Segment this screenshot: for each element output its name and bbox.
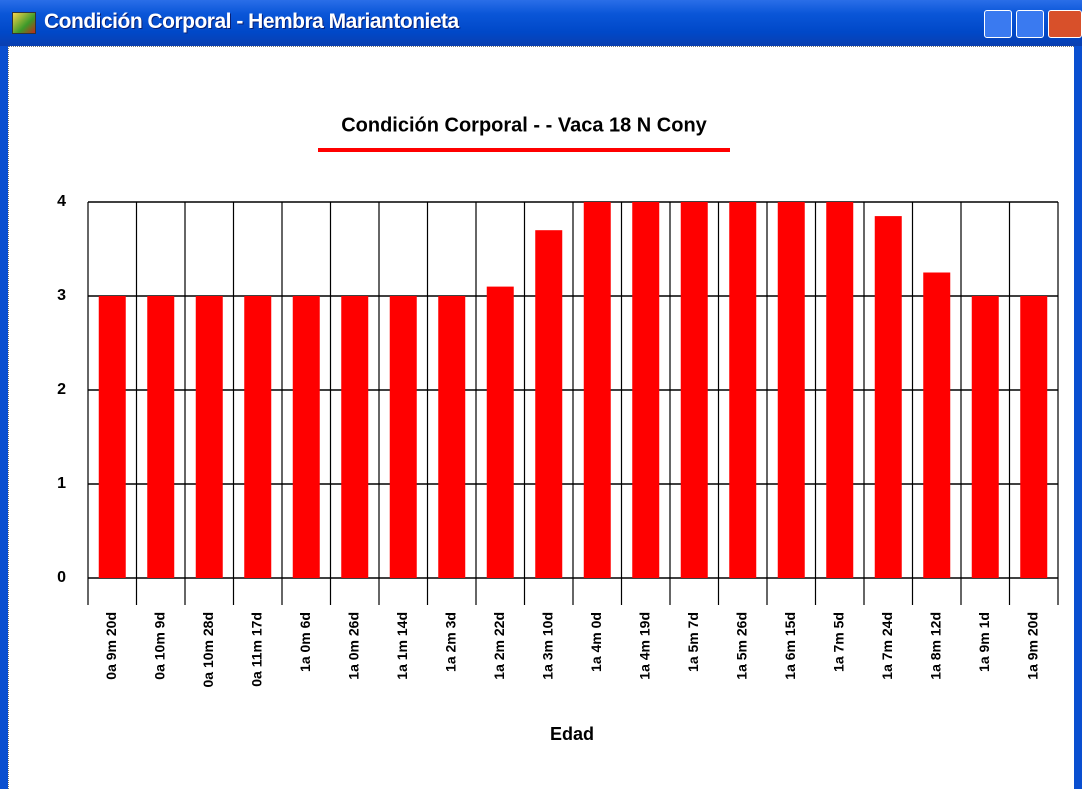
x-tick-label: 1a 2m 22d (491, 612, 507, 680)
window-icon (12, 12, 36, 34)
y-tick-label: 3 (57, 287, 66, 304)
y-tick-label: 0 (57, 569, 66, 586)
x-tick-label: 1a 1m 14d (394, 612, 410, 680)
x-axis-label: Edad (550, 724, 594, 744)
y-tick-label: 2 (57, 381, 66, 398)
x-tick-label: 1a 9m 20d (1024, 612, 1040, 680)
x-tick-label: 1a 9m 1d (976, 612, 992, 672)
x-tick-label: 1a 3m 10d (539, 612, 555, 680)
x-tick-label: 0a 10m 9d (151, 612, 167, 680)
window-title: Condición Corporal - Hembra Mariantoniet… (44, 10, 459, 33)
x-tick-label: 1a 6m 15d (782, 612, 798, 680)
bar (826, 202, 854, 578)
y-tick-label: 4 (57, 193, 66, 210)
x-tick-label: 0a 10m 28d (200, 612, 216, 688)
x-tick-label: 1a 0m 6d (297, 612, 313, 672)
bar (292, 296, 320, 578)
bar (195, 296, 223, 578)
x-tick-label: 1a 2m 3d (442, 612, 458, 672)
title-bar: Condición Corporal - Hembra Mariantoniet… (0, 0, 1082, 46)
y-tick-label: 1 (57, 475, 66, 492)
bar (341, 296, 369, 578)
bar (438, 296, 466, 578)
bar (583, 202, 611, 578)
maximize-button[interactable] (1016, 10, 1044, 38)
bar (923, 272, 951, 578)
bar (680, 202, 708, 578)
bar (98, 296, 126, 578)
x-tick-label: 1a 8m 12d (927, 612, 943, 680)
x-tick-label: 1a 0m 26d (345, 612, 361, 680)
bar (244, 296, 272, 578)
x-tick-label: 1a 4m 0d (588, 612, 604, 672)
bar (486, 286, 514, 578)
window-border (0, 46, 8, 789)
x-tick-label: 1a 4m 19d (636, 612, 652, 680)
bar (389, 296, 417, 578)
bar (632, 202, 660, 578)
chart-title: Condición Corporal - - Vaca 18 N Cony (341, 114, 707, 136)
x-tick-label: 0a 11m 17d (248, 612, 264, 687)
close-button[interactable] (1048, 10, 1082, 38)
bar (874, 216, 902, 578)
x-tick-label: 0a 9m 20d (103, 612, 119, 680)
bar (971, 296, 999, 578)
bar (147, 296, 175, 578)
x-tick-label: 1a 7m 5d (830, 612, 846, 672)
bar (1020, 296, 1048, 578)
x-tick-label: 1a 5m 7d (685, 612, 701, 672)
bar (535, 230, 563, 578)
minimize-button[interactable] (984, 10, 1012, 38)
bar (777, 202, 805, 578)
x-tick-label: 1a 5m 26d (733, 612, 749, 680)
window-border (1074, 46, 1082, 789)
bar (729, 202, 757, 578)
x-tick-label: 1a 7m 24d (879, 612, 895, 680)
